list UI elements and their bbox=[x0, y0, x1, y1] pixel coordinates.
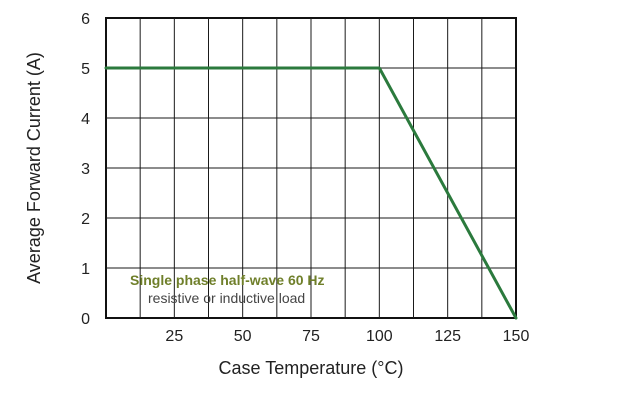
y-axis-label: Average Forward Current (A) bbox=[24, 52, 44, 284]
x-axis-label: Case Temperature (°C) bbox=[219, 358, 404, 378]
x-tick-label: 50 bbox=[234, 328, 252, 345]
x-tick-label: 150 bbox=[503, 328, 530, 345]
y-tick-label: 1 bbox=[81, 261, 90, 278]
x-tick-label: 125 bbox=[434, 328, 461, 345]
x-tick-label: 100 bbox=[366, 328, 393, 345]
y-tick-label: 2 bbox=[81, 211, 90, 228]
y-tick-label: 3 bbox=[81, 161, 90, 178]
x-tick-label: 75 bbox=[302, 328, 320, 345]
y-tick-label: 0 bbox=[81, 311, 90, 328]
y-tick-label: 6 bbox=[81, 11, 90, 28]
annotation-line-2: resistive or inductive load bbox=[148, 290, 305, 306]
y-tick-label: 5 bbox=[81, 61, 90, 78]
x-tick-label: 25 bbox=[165, 328, 183, 345]
y-tick-label: 4 bbox=[81, 111, 90, 128]
annotation-line-1: Single phase half-wave 60 Hz bbox=[130, 272, 325, 288]
